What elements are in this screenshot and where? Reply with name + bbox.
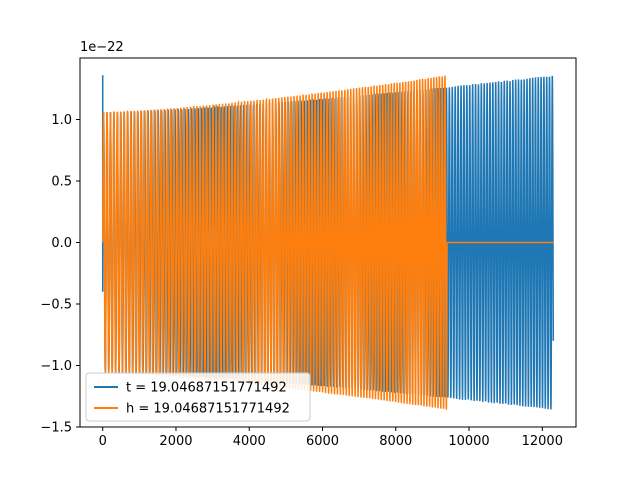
x-tick-label: 6000 — [306, 434, 339, 449]
legend-label-2: h = 19.04687151771492 — [126, 402, 290, 417]
y-tick-label: −1.0 — [40, 359, 72, 374]
x-tick-label: 8000 — [379, 434, 412, 449]
x-tick-label: 0 — [99, 434, 107, 449]
x-axis-ticks: 0 2000 4000 6000 8000 10000 12000 — [99, 427, 563, 449]
x-tick-label: 4000 — [233, 434, 266, 449]
x-tick-label: 12000 — [522, 434, 563, 449]
legend-box — [85, 372, 311, 422]
y-tick-label: 1.0 — [51, 113, 72, 128]
y-axis-ticks: −1.5 −1.0 −0.5 0.0 0.5 1.0 — [40, 113, 80, 436]
y-tick-label: 0.5 — [51, 175, 72, 190]
x-tick-label: 10000 — [448, 434, 489, 449]
y-tick-label: −1.5 — [40, 421, 72, 436]
x-tick-label: 2000 — [159, 434, 192, 449]
y-tick-label: 0.0 — [51, 236, 72, 251]
series-2-line — [101, 75, 448, 410]
y-tick-label: −0.5 — [40, 298, 72, 313]
legend: t = 19.04687151771492 h = 19.046871517714… — [85, 372, 311, 422]
series-layer — [101, 75, 555, 410]
legend-label-1: t = 19.04687151771492 — [126, 381, 287, 396]
y-axis-offset-label: 1e−22 — [80, 40, 124, 55]
